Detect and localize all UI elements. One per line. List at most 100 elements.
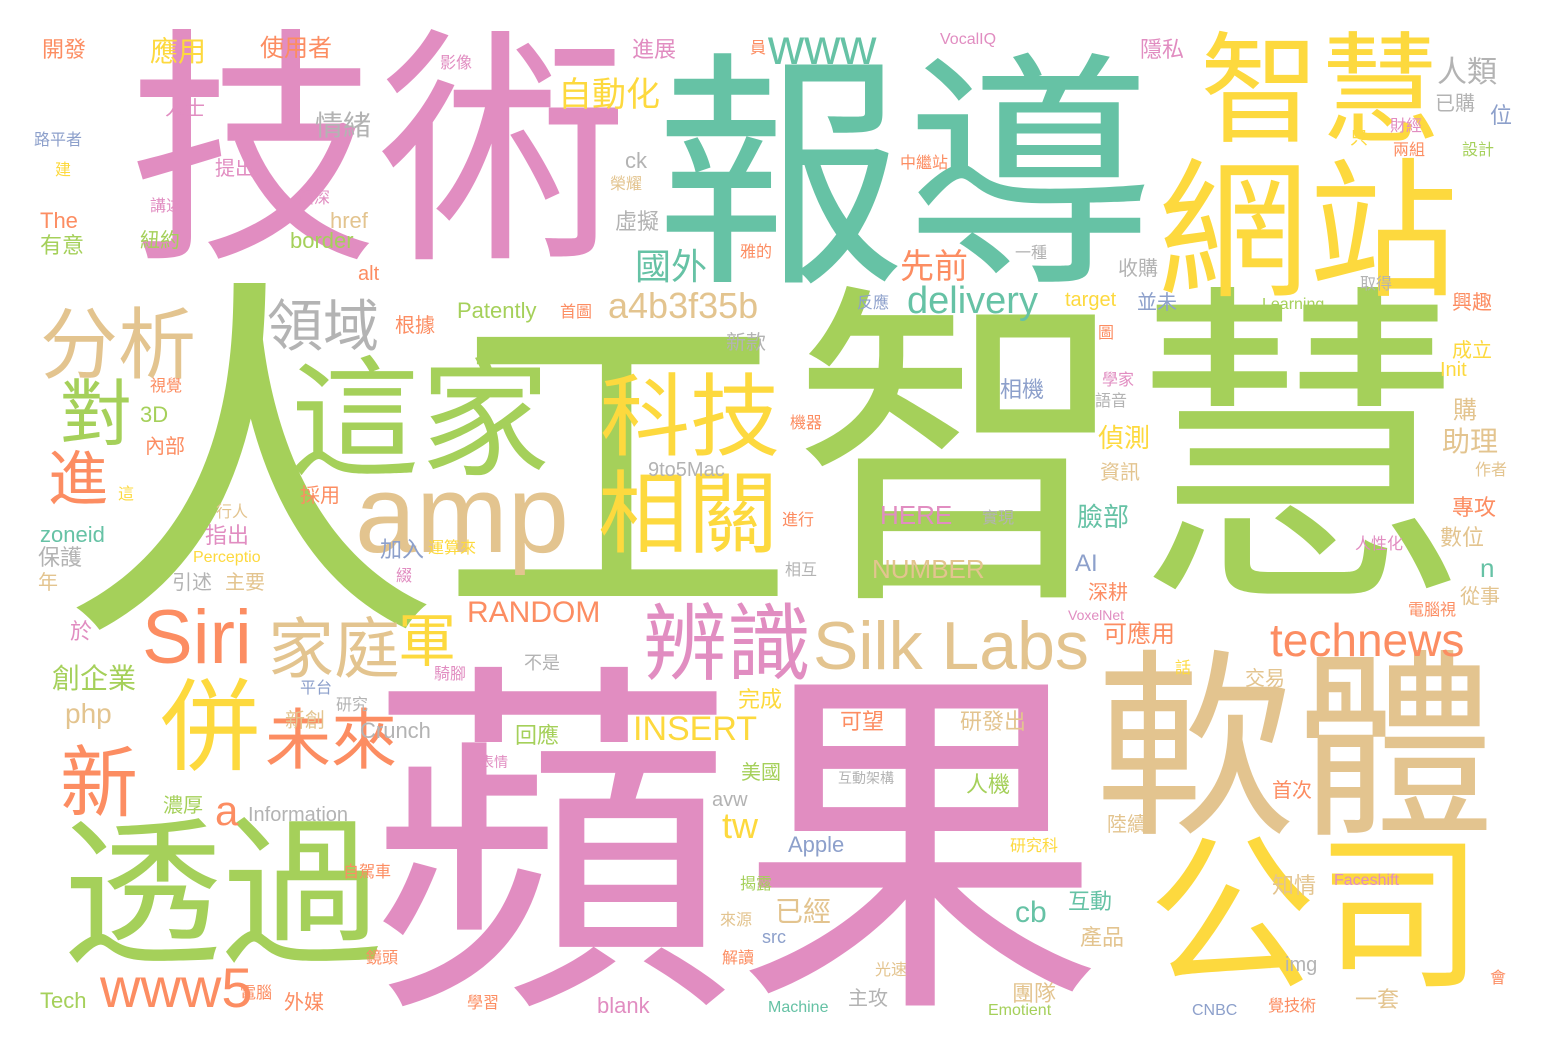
word-shoutu: 首圖 bbox=[560, 302, 593, 321]
word-jiqi: 機器 bbox=[790, 413, 823, 432]
word-congshi: 從事 bbox=[1460, 584, 1500, 608]
word-random: RANDOM bbox=[467, 596, 601, 629]
word-perceptio: Perceptio bbox=[193, 549, 261, 566]
word-ruanti: 軟體 bbox=[1095, 633, 1496, 866]
word-zhi: 只 bbox=[1350, 128, 1368, 149]
word-emotient: Emotient bbox=[988, 1002, 1052, 1019]
word-xuni: 虛擬 bbox=[615, 210, 660, 235]
word-jiating: 家庭 bbox=[268, 611, 400, 688]
word-gou: 購 bbox=[1453, 396, 1477, 424]
word-renlei: 人類 bbox=[1437, 55, 1497, 90]
word-guowai: 國外 bbox=[635, 247, 708, 288]
word-zidonghua: 自動化 bbox=[558, 75, 660, 115]
word-number: NUMBER bbox=[872, 554, 985, 584]
word-caijing: 財經 bbox=[1390, 116, 1423, 135]
word-lianbu: 臉部 bbox=[1077, 503, 1130, 533]
word-niuyue: 紐約 bbox=[140, 228, 180, 252]
word-xin: 新 bbox=[60, 739, 139, 829]
word-hui: 會 bbox=[1490, 968, 1507, 987]
word-init: Init bbox=[1440, 359, 1467, 381]
word-pingguo: 蘋果 bbox=[368, 634, 1104, 1052]
word-jiaru: 加入 bbox=[380, 538, 425, 563]
word-zhihui-big: 智慧 bbox=[792, 257, 1468, 651]
word-jian: 建 bbox=[55, 160, 72, 179]
word-sui: 綴 bbox=[396, 566, 413, 585]
word-zhichu: 指出 bbox=[205, 524, 250, 549]
word-yuan: 員 bbox=[750, 38, 767, 57]
word-jun: 軍 bbox=[398, 607, 457, 675]
word-tuandui: 團隊 bbox=[1012, 982, 1057, 1007]
word-www5: www5 bbox=[100, 956, 253, 1019]
word-target: target bbox=[1065, 289, 1117, 311]
word-weilai: 未來 bbox=[265, 702, 397, 779]
word-qijiao: 騎腳 bbox=[434, 664, 467, 683]
word-liangzu: 兩組 bbox=[1393, 140, 1426, 159]
word-amp: amp bbox=[355, 453, 569, 576]
word-9to5mac: 9to5Mac bbox=[648, 459, 725, 481]
word-zhuli: 助理 bbox=[1442, 425, 1499, 458]
word-rongyao: 榮耀 bbox=[610, 174, 643, 193]
word-jiaoyi: 交易 bbox=[1245, 666, 1285, 690]
word-patently: Patently bbox=[457, 298, 537, 323]
word-shougou: 收購 bbox=[1118, 256, 1158, 280]
word-sheji: 設計 bbox=[1462, 140, 1495, 159]
word-nonghou: 濃厚 bbox=[163, 793, 203, 817]
word-cnbc: CNBC bbox=[1192, 1002, 1238, 1019]
word-wangzhan: 網站 bbox=[1158, 146, 1459, 320]
word-avw: avw bbox=[712, 789, 748, 811]
word-href: href bbox=[330, 208, 368, 233]
word-chengli: 成立 bbox=[1452, 338, 1492, 362]
word-laiyuan: 來源 bbox=[720, 910, 753, 929]
word-pingtai: 平台 bbox=[300, 678, 333, 697]
word-yinsi: 隱私 bbox=[1140, 38, 1185, 63]
word-diannao: 電腦 bbox=[240, 983, 273, 1002]
word-xuejia: 學家 bbox=[1102, 370, 1135, 389]
word-wancheng: 完成 bbox=[738, 688, 783, 713]
word-yade: 雅的 bbox=[740, 242, 773, 261]
word-shixian: 實現 bbox=[982, 508, 1015, 527]
word-renshi: 人士 bbox=[165, 96, 205, 120]
word-huiying: 回應 bbox=[515, 724, 560, 749]
word-chanpin: 產品 bbox=[1080, 926, 1125, 951]
word-xinkuan: 新款 bbox=[726, 330, 766, 354]
word-shijue: 視覺 bbox=[150, 376, 183, 395]
word-zishen: 資深 bbox=[298, 188, 331, 207]
word-www: www bbox=[768, 19, 877, 75]
word-luxu: 陸續 bbox=[1107, 812, 1147, 836]
word-yanjiu: 研究 bbox=[336, 695, 369, 714]
word-tichu: 提出 bbox=[215, 156, 255, 180]
word-information: Information bbox=[248, 804, 349, 826]
word-neibu: 內部 bbox=[145, 434, 185, 458]
word-yigou: 已購 bbox=[1435, 91, 1475, 115]
word-n: n bbox=[1480, 553, 1495, 583]
word-zijiache: 自駕車 bbox=[343, 862, 392, 881]
word-renxinghua: 人性化 bbox=[1355, 534, 1404, 553]
word-here: HERE bbox=[880, 500, 953, 530]
word-yixiang: 影像 bbox=[440, 53, 473, 72]
word-bing: 併 bbox=[160, 669, 260, 786]
word-guangsu: 光速 bbox=[875, 960, 908, 979]
word-qingxu: 情緒 bbox=[315, 109, 372, 142]
word-zhugong: 主攻 bbox=[848, 986, 888, 1010]
word-meiguo: 美國 bbox=[741, 760, 781, 784]
word-php: php bbox=[65, 698, 112, 729]
word-chuangqiye: 創企業 bbox=[52, 662, 137, 695]
word-fanying: 反應 bbox=[857, 293, 890, 312]
word-jielu: 揭露 bbox=[740, 874, 773, 893]
word-jishu: 技術 bbox=[128, 7, 628, 298]
word-zuozhe: 作者 bbox=[1475, 460, 1508, 479]
word-fenxi: 分析 bbox=[40, 301, 197, 391]
word-baodao: 報導 bbox=[655, 31, 1155, 322]
word-3d: 3D bbox=[140, 402, 169, 427]
word-ai: AI bbox=[1075, 550, 1098, 577]
word-hudongganqing: 互動架構 bbox=[838, 771, 894, 787]
word-goushi: 講述 bbox=[150, 196, 183, 215]
word-yuyin: 語音 bbox=[1095, 391, 1128, 410]
word-yitao: 一套 bbox=[1355, 988, 1400, 1013]
word-crunch: Crunch bbox=[360, 718, 431, 743]
word-yinshu: 引述 bbox=[172, 570, 212, 594]
word-silk-labs: Silk Labs bbox=[813, 608, 1089, 684]
word-diannaoshi: 電腦視 bbox=[1408, 600, 1457, 619]
word-a: a bbox=[215, 787, 239, 834]
